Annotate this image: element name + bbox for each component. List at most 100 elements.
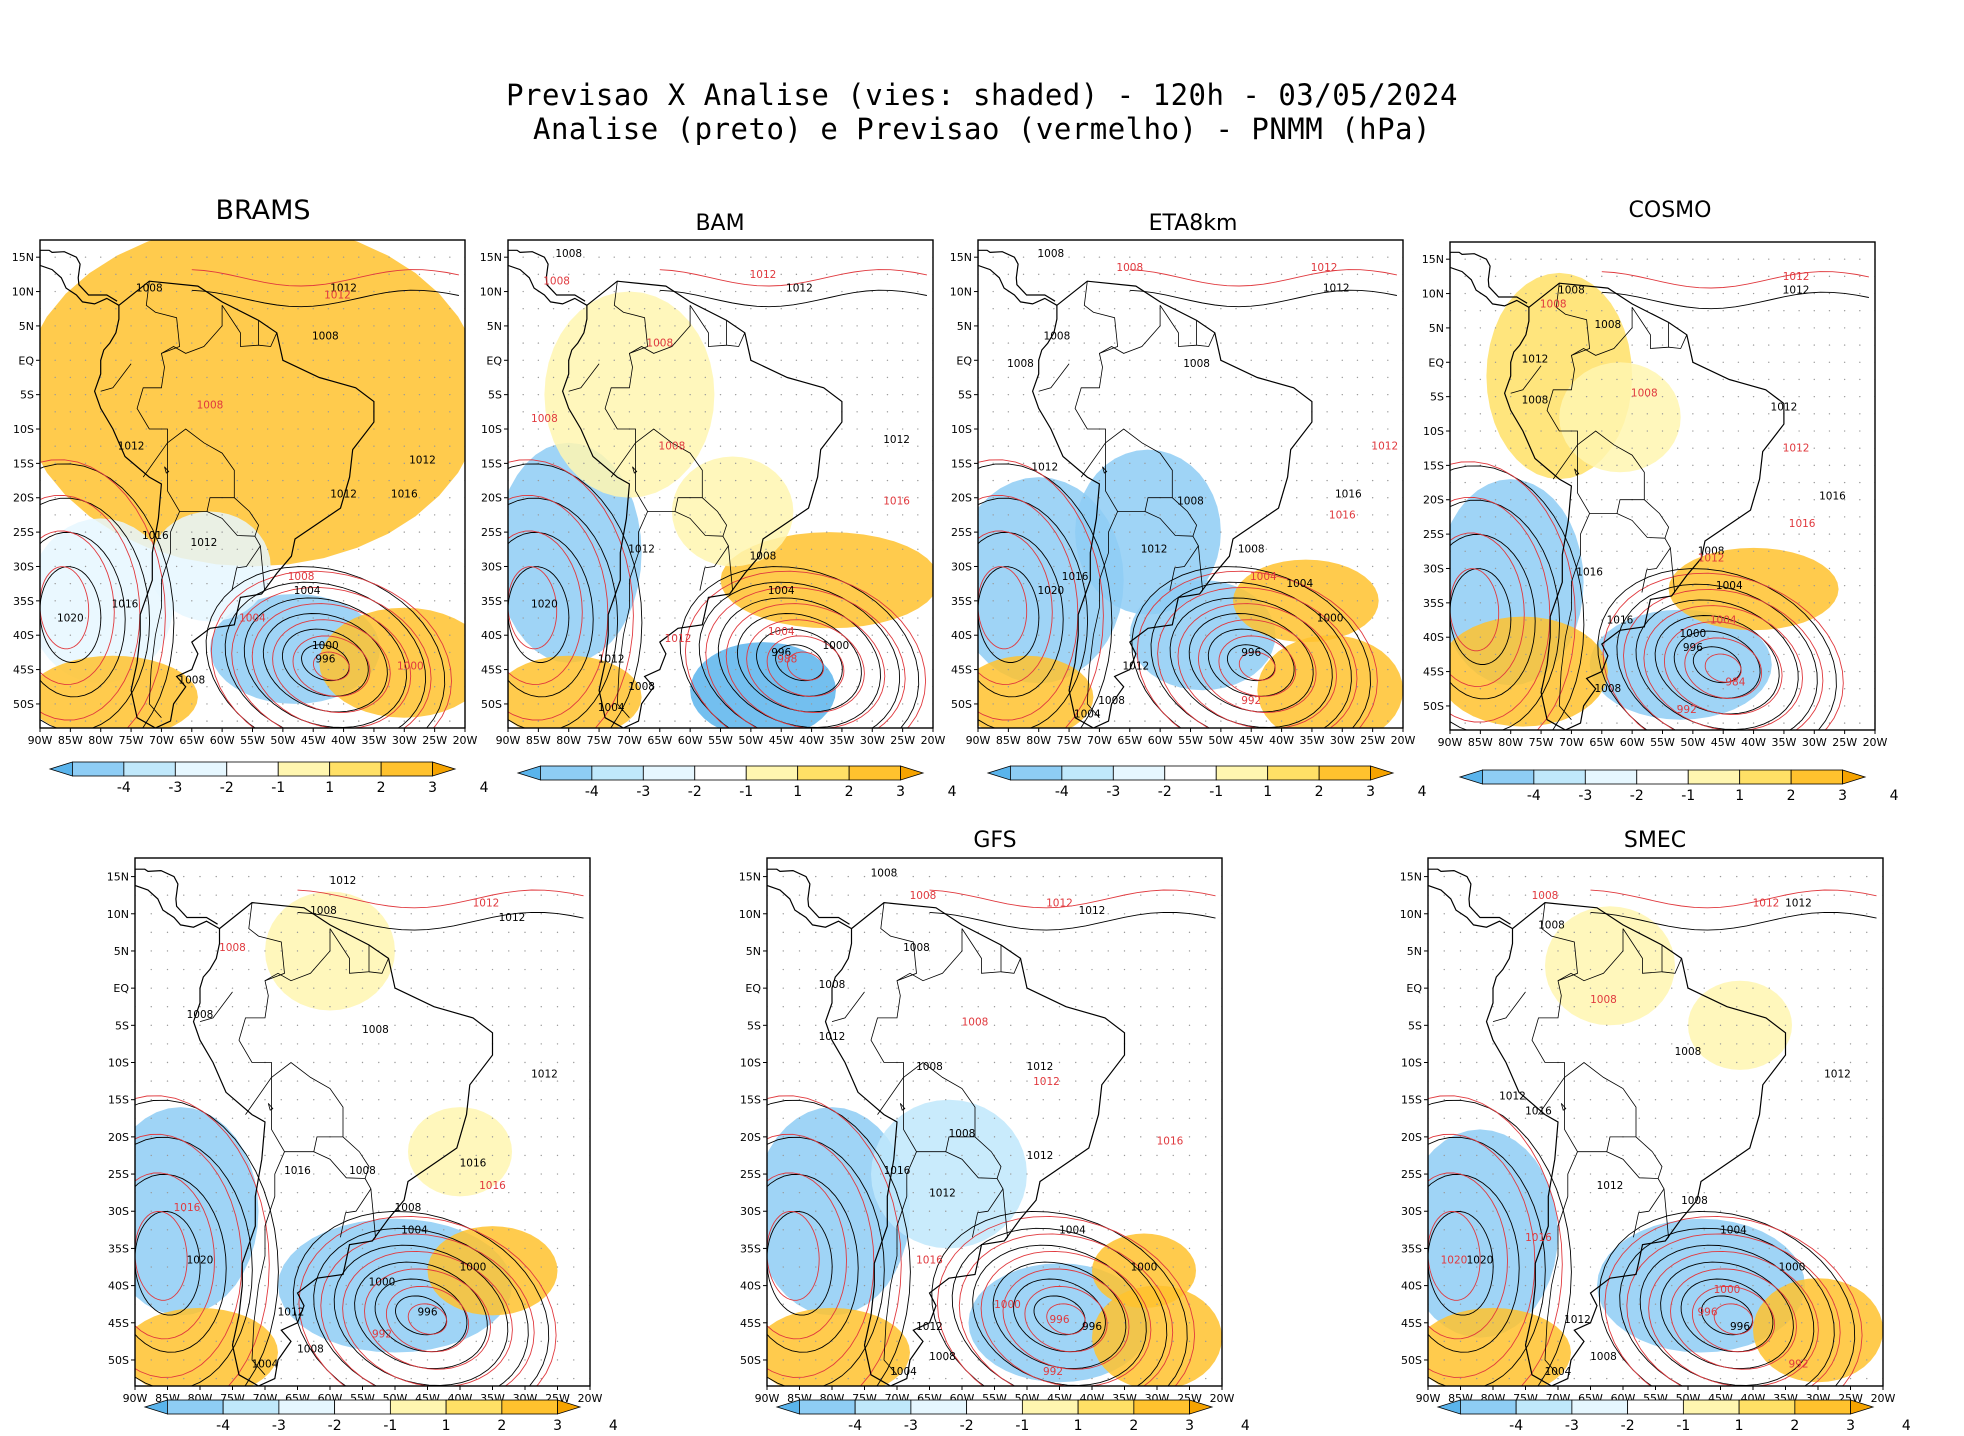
analysis-isobar-label: 1008 bbox=[362, 1024, 389, 1036]
analysis-isobar-label: 1008 bbox=[1183, 358, 1210, 370]
forecast-isobar-label: 1004 bbox=[239, 612, 266, 624]
forecast-isobar-label: 1008 bbox=[1116, 262, 1143, 274]
panel-model-title: COSMO bbox=[1629, 198, 1712, 223]
forecast-isobar-label: 1008 bbox=[659, 441, 686, 453]
colorbar: -4 -3 -2 -1 1 2 3 4 bbox=[143, 1399, 618, 1434]
forecast-isobar bbox=[978, 530, 1053, 685]
analysis-isobar-label: 1008 bbox=[349, 1165, 376, 1177]
latitude-tick-label: 20S bbox=[951, 492, 972, 505]
country-border bbox=[136, 305, 223, 478]
colorbar-arrow-high bbox=[557, 1399, 582, 1415]
central-america-coastline bbox=[40, 249, 120, 306]
longitude-tick-label: 80W bbox=[556, 734, 581, 747]
longitude-tick-label: 50W bbox=[1680, 736, 1705, 749]
forecast-isobar bbox=[1450, 496, 1551, 723]
forecast-isobar bbox=[292, 635, 371, 697]
latitude-tick-label: 10S bbox=[951, 423, 972, 436]
longitude-tick-label: 70W bbox=[1559, 736, 1584, 749]
panel-unlabeled: 1012 1008 1008 1012 1012 1008 1008 1012 1016 1016… bbox=[107, 857, 618, 1434]
south-america-coastline bbox=[824, 901, 1126, 1386]
longitude-tick-label: 30W bbox=[392, 734, 417, 747]
country-border bbox=[1641, 538, 1671, 593]
forecast-isobar bbox=[1024, 1285, 1108, 1353]
panel-bam: 1008 1008 1012 1012 1008 1008 1008 1012 1016 1012… bbox=[480, 211, 957, 800]
latitude-tick-label: 20S bbox=[1423, 494, 1444, 507]
grid-dots bbox=[1450, 258, 1875, 724]
longitude-tick-label: 25W bbox=[890, 734, 915, 747]
forecast-isobar bbox=[958, 1233, 1174, 1386]
colorbar-tick-label: -4 bbox=[1055, 784, 1069, 800]
forecast-isobar bbox=[40, 494, 141, 721]
latitude-tick-label: 10S bbox=[481, 423, 502, 436]
longitude-tick-label: 55W bbox=[240, 734, 265, 747]
forecast-isobar bbox=[1670, 1268, 1797, 1370]
forecast-isobar-label: 1008 bbox=[543, 276, 570, 288]
colorbar-segment bbox=[166, 1399, 224, 1415]
analysis-isobar-label: 1020 bbox=[57, 612, 84, 624]
country-border bbox=[1633, 1178, 1665, 1238]
forecast-isobar bbox=[135, 1133, 243, 1378]
bias-shading bbox=[40, 655, 198, 728]
country-border bbox=[568, 363, 600, 392]
analysis-isobar-label: 1012 bbox=[1771, 401, 1798, 413]
forecast-isobar-label: 1008 bbox=[910, 890, 937, 902]
latitude-tick-label: 20S bbox=[13, 492, 34, 505]
colorbar-tick-label: 4 bbox=[1890, 788, 1899, 804]
analysis-isobar-label: 996 bbox=[1730, 1321, 1750, 1333]
analysis-isobar-label: 1016 bbox=[142, 530, 169, 542]
colorbar-tick-label: -3 bbox=[272, 1418, 286, 1434]
south-america-coastline bbox=[93, 280, 375, 728]
analysis-isobar-label: 1004 bbox=[401, 1225, 428, 1237]
colorbar-tick-label: 4 bbox=[609, 1418, 618, 1434]
latitude-tick-label: 10S bbox=[13, 423, 34, 436]
forecast-isobar-label: 988 bbox=[777, 654, 797, 666]
longitude-tick-label: 90W bbox=[496, 734, 521, 747]
colorbar-segment bbox=[1021, 1399, 1079, 1415]
latitude-tick-label: 50S bbox=[740, 1354, 761, 1367]
analysis-isobar bbox=[736, 613, 862, 713]
colorbar-segment bbox=[1267, 765, 1320, 781]
forecast-isobar bbox=[1601, 271, 1869, 289]
forecast-isobar-label: 1016 bbox=[1157, 1135, 1184, 1147]
latitude-tick-label: 45S bbox=[1423, 666, 1444, 679]
latitude-tick-label: 5N bbox=[1429, 322, 1444, 335]
latitude-tick-label: 40S bbox=[481, 629, 502, 642]
colorbar-segment bbox=[123, 761, 176, 777]
analysis-isobar-label: 1008 bbox=[819, 979, 846, 991]
colorbar-tick-label: -3 bbox=[904, 1418, 918, 1434]
analysis-isobar bbox=[1428, 1099, 1572, 1386]
analysis-isobar-label: 996 bbox=[1683, 642, 1703, 654]
colorbar-arrow-low bbox=[1458, 769, 1483, 785]
analysis-isobar-label: 1008 bbox=[395, 1202, 422, 1214]
country-border bbox=[1086, 511, 1118, 718]
longitude-tick-label: 85W bbox=[1468, 736, 1493, 749]
analysis-isobar-label: 1000 bbox=[1679, 628, 1706, 640]
colorbar-segment bbox=[1061, 765, 1114, 781]
colorbar-segment bbox=[1460, 1399, 1517, 1415]
longitude-tick-label: 65W bbox=[1589, 736, 1614, 749]
colorbar-segment bbox=[380, 761, 433, 777]
colorbar: -4 -3 -2 -1 1 2 3 4 bbox=[775, 1399, 1250, 1434]
country-border bbox=[260, 545, 266, 595]
analysis-isobar-label: 1016 bbox=[884, 1165, 911, 1177]
longitude-tick-label: 35W bbox=[1299, 734, 1324, 747]
country-border bbox=[251, 1151, 285, 1376]
analysis-isobar-label: 1012 bbox=[1323, 283, 1350, 295]
analysis-isobar bbox=[135, 1136, 253, 1386]
colorbar-arrow-high bbox=[1370, 765, 1395, 781]
longitude-tick-label: 40W bbox=[1269, 734, 1294, 747]
analysis-isobar bbox=[1450, 465, 1585, 730]
colorbar-arrow-high bbox=[900, 765, 925, 781]
analysis-isobar bbox=[354, 1261, 488, 1370]
forecast-isobar bbox=[298, 1215, 557, 1386]
latitude-tick-label: 40S bbox=[1401, 1280, 1422, 1293]
longitude-tick-label: 40W bbox=[799, 734, 824, 747]
analysis-isobar-label: 1008 bbox=[1538, 920, 1565, 932]
forecast-isobar bbox=[1643, 605, 1803, 730]
analysis-isobar-label: 1016 bbox=[391, 489, 418, 501]
forecast-isobar bbox=[1238, 651, 1276, 681]
forecast-isobar-label: 1016 bbox=[883, 496, 910, 508]
latitude-tick-label: 5S bbox=[488, 389, 502, 402]
latitude-tick-label: 45S bbox=[13, 664, 34, 677]
country-border bbox=[870, 928, 963, 1115]
